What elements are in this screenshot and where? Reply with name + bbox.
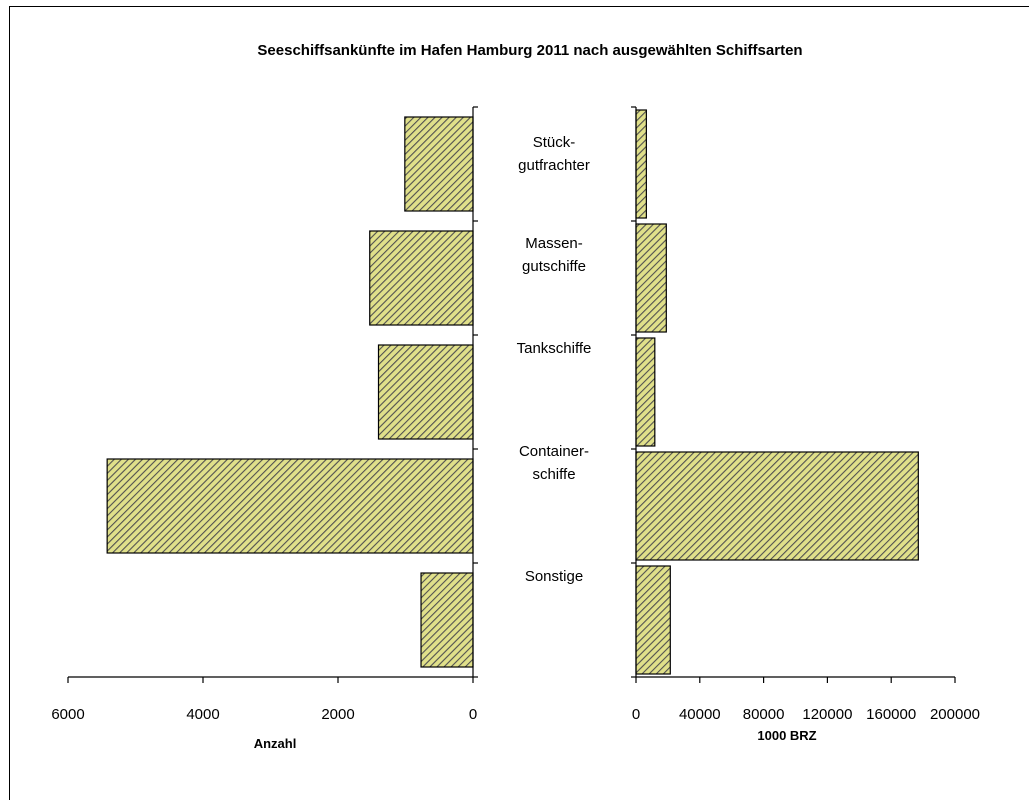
left-bar <box>106 458 474 554</box>
right-x-tick-label: 0 <box>632 706 640 723</box>
right-x-tick-label: 160000 <box>866 706 916 723</box>
category-label: Massen-gutschiffe <box>522 235 586 275</box>
category-label: Container-schiffe <box>519 443 589 483</box>
right-x-tick-label: 200000 <box>930 706 980 723</box>
right-panel: 0 40000 80000 120000 160000 200000 <box>631 106 980 723</box>
left-bar <box>404 116 474 212</box>
category-label: Sonstige <box>525 568 583 585</box>
left-x-tick-label: 6000 <box>51 706 84 723</box>
left-bar <box>377 344 474 440</box>
right-bar <box>635 337 656 447</box>
category-label: Stück-gutfrachter <box>518 134 590 174</box>
chart-title: Seeschiffsankünfte im Hafen Hamburg 2011… <box>257 42 802 59</box>
chart-frame <box>9 6 1029 800</box>
category-label: Tankschiffe <box>517 340 592 357</box>
left-x-tick-label: 2000 <box>321 706 354 723</box>
left-axis-label: Anzahl <box>254 736 297 751</box>
left-bar <box>420 572 474 668</box>
right-axis-label: 1000 BRZ <box>757 728 816 743</box>
right-bar <box>635 223 667 333</box>
category-labels: Stück-gutfrachter Massen-gutschiffe Tanksc… <box>517 134 592 585</box>
right-x-tick-label: 80000 <box>743 706 785 723</box>
left-panel: 6000 4000 2000 0 <box>51 106 478 723</box>
left-bar <box>369 230 474 326</box>
right-bar <box>635 451 919 561</box>
right-x-tick-label: 40000 <box>679 706 721 723</box>
left-x-tick-label: 4000 <box>186 706 219 723</box>
left-x-tick-label: 0 <box>469 706 477 723</box>
right-x-tick-label: 120000 <box>802 706 852 723</box>
right-bar <box>635 565 671 675</box>
right-bar <box>635 109 647 219</box>
